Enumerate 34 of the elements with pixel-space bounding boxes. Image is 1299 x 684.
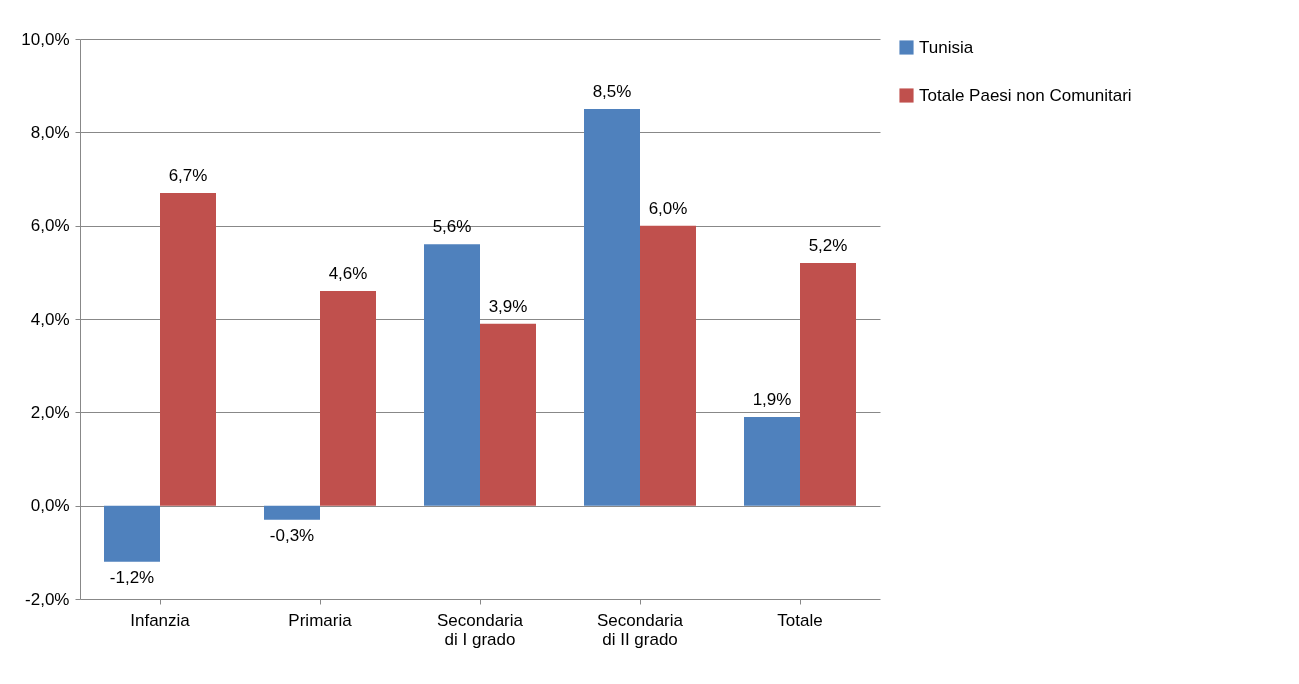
bar	[584, 109, 640, 506]
data-label: 6,7%	[168, 166, 208, 185]
data-label: 3,9%	[488, 296, 528, 316]
y-tick-label: 8,0%	[30, 122, 70, 142]
y-tick-label: -2,0%	[25, 589, 70, 609]
bar	[480, 323, 536, 506]
data-label: -1,2%	[109, 567, 155, 587]
bar	[424, 244, 480, 506]
data-label: 6,0%	[648, 198, 688, 218]
data-label: -0,3%	[269, 525, 315, 545]
y-tick-label: 2,0%	[30, 402, 70, 422]
data-label: 1,9%	[752, 390, 792, 409]
y-tick-label: 6,0%	[30, 216, 70, 236]
bar	[320, 291, 376, 506]
data-label: 5,2%	[808, 236, 848, 255]
x-tick-label: Secondaria di II grado	[596, 610, 684, 649]
bar	[640, 225, 696, 506]
y-tick-label: 10,0%	[21, 29, 70, 49]
data-label: 4,6%	[328, 264, 368, 283]
bar	[800, 263, 856, 506]
x-tick-label: Secondaria di I grado	[436, 610, 524, 649]
y-tick-label: 4,0%	[30, 309, 70, 329]
bar	[160, 193, 216, 506]
x-tick-label: Totale	[777, 610, 823, 630]
x-tick-label: Infanzia	[130, 610, 191, 630]
bar	[104, 505, 160, 562]
bar	[264, 505, 320, 520]
bar	[744, 417, 800, 506]
data-label: 5,6%	[432, 217, 472, 237]
data-label: 8,5%	[592, 82, 632, 101]
y-tick-label: 0,0%	[30, 496, 70, 516]
legend-label: Tunisia	[919, 37, 974, 57]
legend-label: Totale Paesi non Comunitari	[919, 85, 1132, 105]
x-tick-label: Primaria	[288, 610, 353, 630]
